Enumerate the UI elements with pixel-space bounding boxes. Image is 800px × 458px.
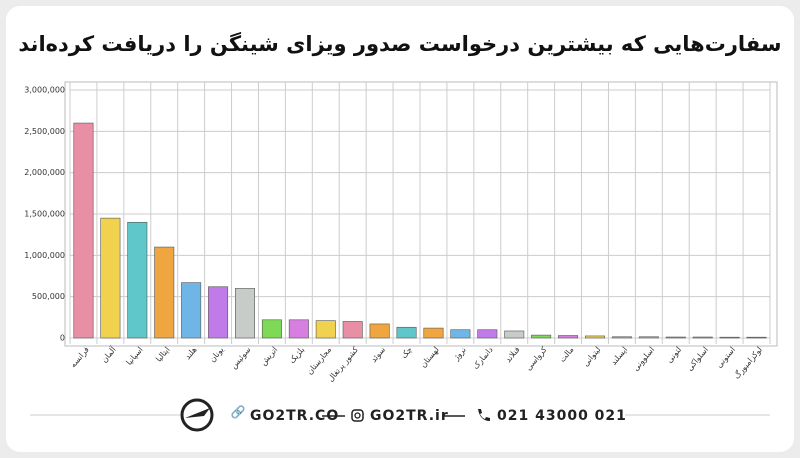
- instagram-icon: [351, 409, 364, 422]
- bar: [531, 334, 552, 339]
- link-icon: 🔗: [231, 404, 246, 419]
- bar: [719, 336, 740, 339]
- bar: [100, 217, 121, 339]
- bar: [261, 319, 282, 339]
- bar: [692, 336, 713, 339]
- bar: [746, 336, 767, 339]
- bar: [665, 336, 686, 339]
- footer-site: GO2TR.ir: [370, 408, 449, 424]
- y-tick-label: 3,000,000: [24, 86, 65, 95]
- phone-icon: [478, 409, 490, 421]
- bar: [127, 221, 148, 339]
- bar: [154, 246, 175, 339]
- bar: [396, 326, 417, 339]
- card: [6, 6, 794, 452]
- y-tick-label: 2,000,000: [24, 168, 65, 177]
- bar: [181, 282, 202, 339]
- y-tick-label: 1,000,000: [24, 251, 65, 260]
- bar: [477, 329, 498, 339]
- bar: [585, 335, 605, 339]
- bar: [638, 336, 659, 339]
- y-tick-label: 1,500,000: [24, 210, 65, 219]
- bar: [315, 320, 336, 339]
- y-tick-label: 0: [60, 334, 65, 343]
- footer-site: GO2TR.CO: [250, 408, 339, 424]
- bar: [504, 330, 525, 339]
- y-tick-label: 500,000: [32, 292, 65, 301]
- footer-phone: 021 43000 021: [497, 408, 627, 424]
- bar: [342, 321, 363, 339]
- bar: [73, 122, 94, 339]
- y-tick-label: 2,500,000: [24, 127, 65, 136]
- bar: [369, 323, 390, 339]
- bar: [288, 319, 309, 339]
- bar: [450, 329, 471, 339]
- logo: [180, 398, 214, 432]
- bar: [558, 335, 579, 339]
- bar: [235, 288, 255, 339]
- bar: [208, 286, 229, 339]
- footer: 🔗 GO2TR.CO GO2TR.ir 021 43000 021: [30, 398, 770, 432]
- bar: [423, 327, 444, 339]
- logo-plane: [185, 408, 210, 418]
- chart-title: سفارت‌هایی که بیشترین درخواست صدور ویزای…: [18, 31, 781, 56]
- bar: [611, 336, 632, 339]
- plot-frame: [64, 81, 778, 347]
- instagram-icon: [354, 412, 361, 419]
